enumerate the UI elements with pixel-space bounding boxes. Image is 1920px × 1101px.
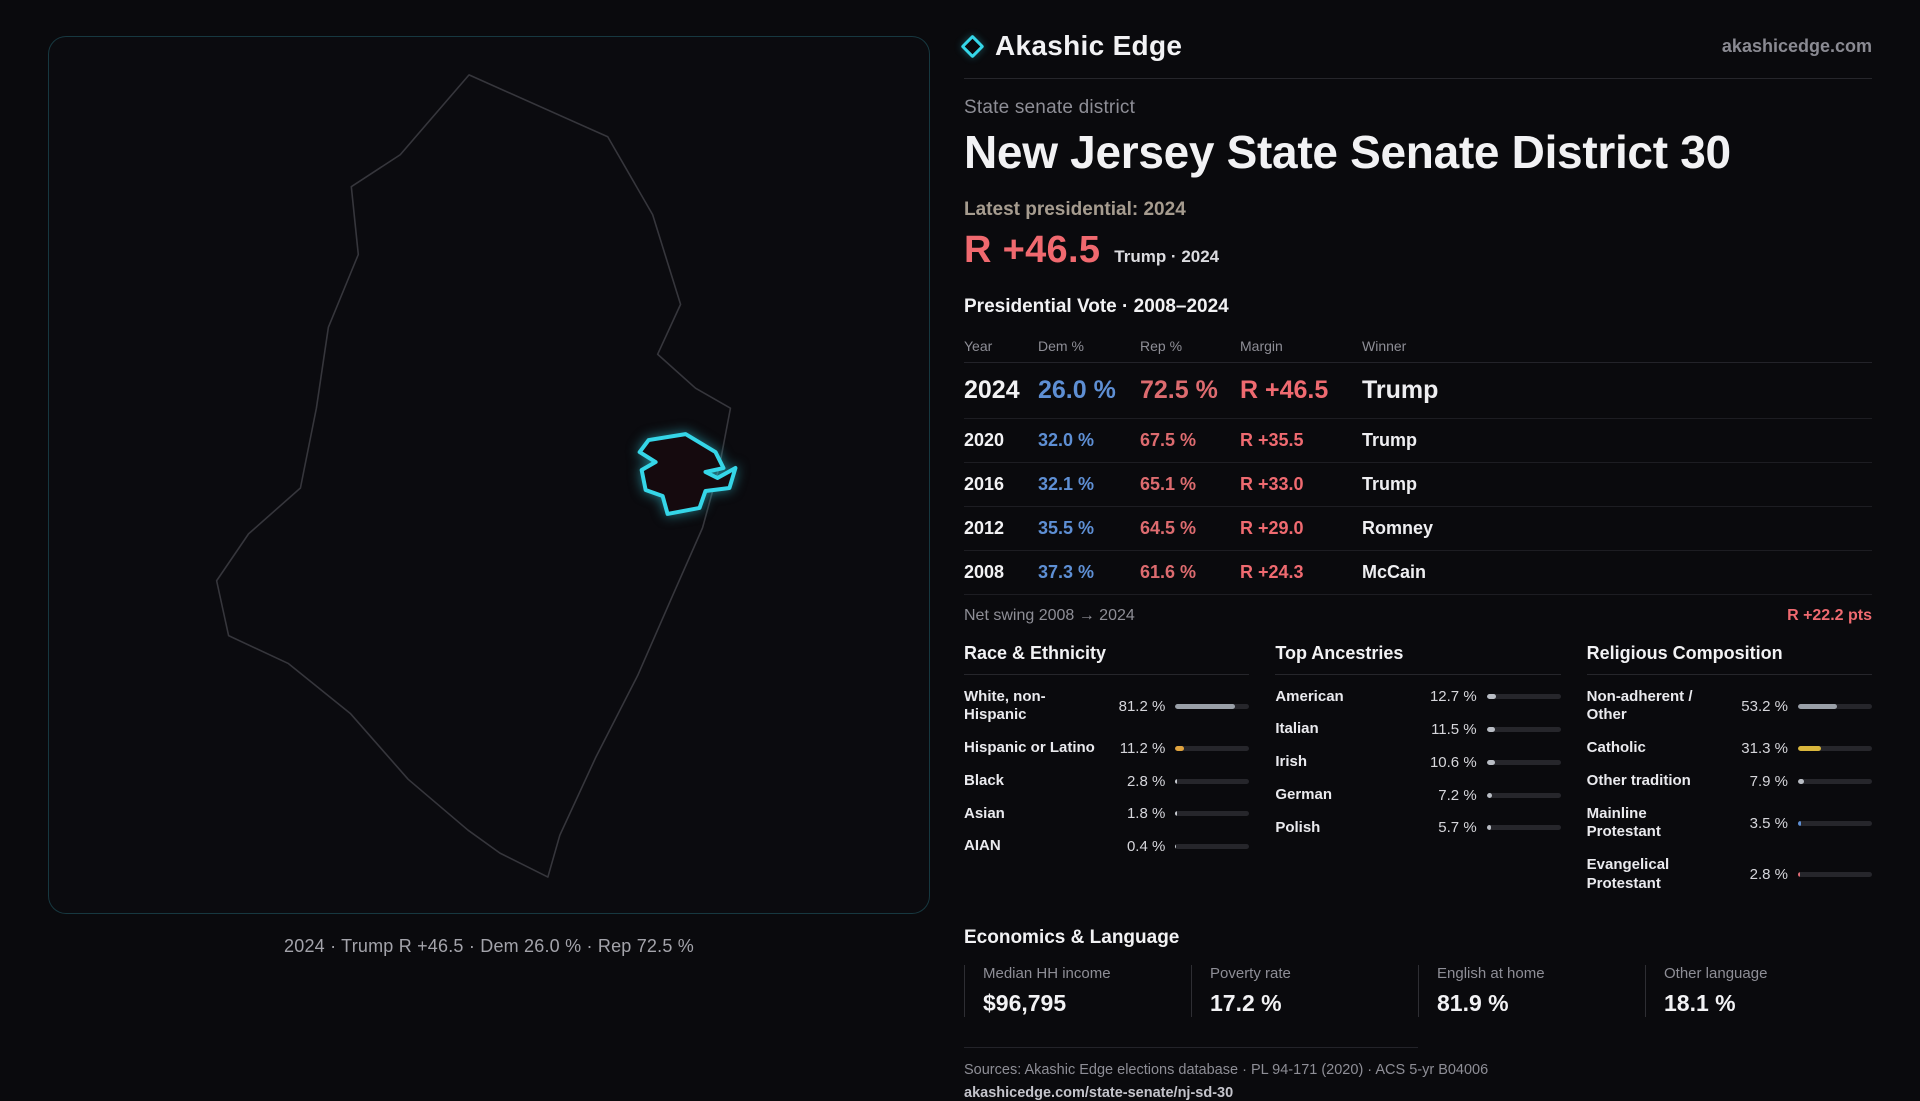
demo-row: Other tradition 7.9 % [1587,765,1872,798]
net-swing-value: R +22.2 pts [1787,606,1872,624]
demo-row: Catholic 31.3 % [1587,732,1872,765]
latest-label: Latest presidential: 2024 [964,198,1186,220]
vote-row-2020: 2020 32.0 % 67.5 % R +35.5 Trump [964,419,1872,463]
demo-row: American 12.7 % [1275,681,1561,714]
page-title: New Jersey State Senate District 30 [964,126,1731,178]
demo-row: White, non-Hispanic 81.2 % [964,681,1250,733]
demo-row: Italian 11.5 % [1275,713,1561,746]
detail-panel: Akashic Edge akashicedge.com State senat… [960,30,1872,1101]
site-link[interactable]: akashicedge.com [1721,35,1872,56]
hero-margin-row: R +46.5 Trump · 2024 [964,229,1872,272]
col-winner: Winner [1362,337,1407,354]
ancestries-title: Top Ancestries [1275,643,1561,675]
header: Akashic Edge akashicedge.com [960,30,1872,79]
vote-row-2024: 2024 26.0 % 72.5 % R +46.5 Trump [964,363,1872,419]
demo-bar [1175,703,1250,709]
demo-bar [1798,778,1872,784]
demographics-section: Race & Ethnicity White, non-Hispanic 81.… [964,643,1872,901]
race-column: Race & Ethnicity White, non-Hispanic 81.… [964,643,1250,864]
demo-bar [1798,745,1872,751]
map-caption: 2024 · Trump R +46.5 · Dem 26.0 % · Rep … [284,936,694,956]
demo-bar [1486,694,1561,700]
demo-row: German 7.2 % [1275,779,1561,812]
demo-row: Irish 10.6 % [1275,746,1561,779]
new-jersey-outline [215,74,732,878]
economics-title: Economics & Language [964,926,1180,948]
demo-row: AIAN 0.4 % [964,830,1250,863]
vote-row-2008: 2008 37.3 % 61.6 % R +24.3 McCain [964,551,1872,595]
net-swing-label: Net swing 2008 → 2024 [964,606,1135,624]
col-rep: Rep % [1140,337,1183,354]
district-30-shape[interactable] [637,432,738,516]
demo-bar [1486,727,1561,733]
col-margin: Margin [1240,337,1283,354]
demo-bar [1486,825,1561,831]
vote-table-title: Presidential Vote · 2008–2024 [964,295,1229,317]
demo-row: Polish 5.7 % [1275,812,1561,845]
stat-english-at-home: English at home 81.9 % [1418,964,1645,1017]
demo-row: Mainline Protestant 3.5 % [1587,798,1872,850]
religion-title: Religious Composition [1586,643,1872,675]
demo-bar [1798,703,1872,709]
footer: Sources: Akashic Edge elections database… [964,1046,1872,1101]
demo-bar [1798,872,1872,878]
col-year: Year [964,337,993,354]
demo-row: Non-adherent / Other 53.2 % [1587,681,1872,733]
economics-stats: Median HH income $96,795 Poverty rate 17… [964,964,1872,1017]
hero-margin-note: Trump · 2024 [1114,246,1220,266]
demo-bar [1486,792,1561,798]
new-jersey-map [215,74,738,878]
vote-row-2016: 2016 32.1 % 65.1 % R +33.0 Trump [964,463,1872,507]
demo-row: Asian 1.8 % [964,798,1250,831]
religion-column: Religious Composition Non-adherent / Oth… [1586,643,1872,901]
vote-table-header: Year Dem % Rep % Margin Winner [964,330,1872,363]
demo-row: Evangelical Protestant 2.8 % [1587,849,1872,901]
brand-name: Akashic Edge [995,30,1183,61]
vote-table: Year Dem % Rep % Margin Winner 2024 26.0… [964,330,1872,595]
footer-divider [964,1046,1418,1048]
demo-bar [1175,811,1250,817]
stat-poverty-rate: Poverty rate 17.2 % [1191,964,1418,1017]
demo-bar [1175,778,1250,784]
hero-margin-value: R +46.5 [964,228,1101,271]
ancestries-column: Top Ancestries American 12.7 % Italian 1… [1275,643,1561,845]
demo-bar [1175,844,1250,850]
demo-row: Hispanic or Latino 11.2 % [964,732,1250,765]
net-swing-row: Net swing 2008 → 2024 R +22.2 pts [964,595,1872,629]
demo-bar [1175,745,1250,751]
race-title: Race & Ethnicity [964,643,1250,675]
brand-diamond-icon [960,33,985,59]
permalink[interactable]: akashicedge.com/state-senate/nj-sd-30 [964,1084,1234,1101]
demo-bar [1798,820,1872,826]
vote-row-2012: 2012 35.5 % 64.5 % R +29.0 Romney [964,507,1872,551]
demo-row: Black 2.8 % [964,765,1250,798]
col-dem: Dem % [1038,337,1084,354]
kicker-label: State senate district [964,97,1136,118]
sources-line: Sources: Akashic Edge elections database… [964,1061,1489,1078]
demo-bar [1486,759,1561,765]
state-map-panel [48,36,930,914]
stat-other-language: Other language 18.1 % [1645,964,1872,1017]
stat-median-income: Median HH income $96,795 [964,964,1191,1017]
